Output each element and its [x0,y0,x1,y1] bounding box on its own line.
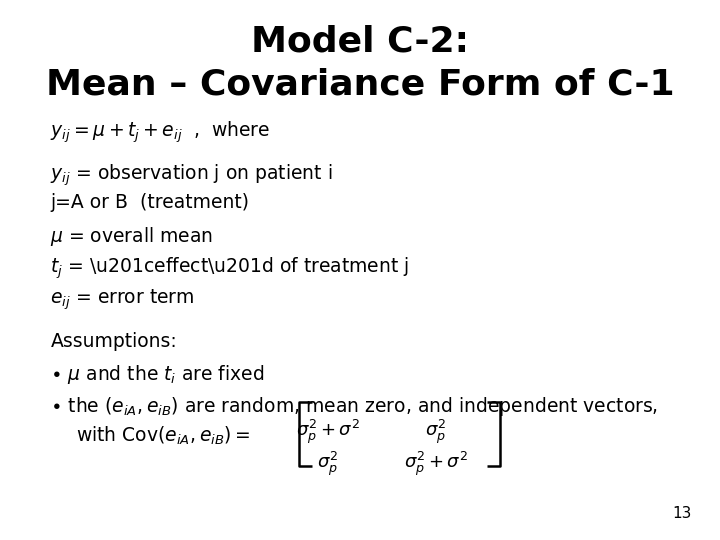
Text: $\sigma_p^2 + \sigma^2$: $\sigma_p^2 + \sigma^2$ [404,450,467,478]
Text: $t_j$ = \u201ceffect\u201d of treatment j: $t_j$ = \u201ceffect\u201d of treatment … [50,256,410,281]
Text: Model C-2:: Model C-2: [251,24,469,58]
Text: $y_{ij}$ = observation j on patient i: $y_{ij}$ = observation j on patient i [50,162,333,187]
Text: $\sigma_p^2 + \sigma^2$: $\sigma_p^2 + \sigma^2$ [296,417,359,446]
Text: $\bullet$ the $(e_{iA},e_{iB})$ are random, mean zero, and independent vectors,: $\bullet$ the $(e_{iA},e_{iB})$ are rand… [50,395,659,418]
Text: with $\mathrm{Cov}(e_{iA},e_{iB}) = $: with $\mathrm{Cov}(e_{iA},e_{iB}) = $ [76,425,250,447]
Text: Assumptions:: Assumptions: [50,332,177,351]
Text: j=A or B  (treatment): j=A or B (treatment) [50,193,249,212]
Text: $\bullet$ $\mu$ and the $t_i$ are fixed: $\bullet$ $\mu$ and the $t_i$ are fixed [50,363,265,387]
Text: $\sigma_p^2$: $\sigma_p^2$ [425,417,446,446]
Text: $\mu$ = overall mean: $\mu$ = overall mean [50,225,213,248]
Text: $\sigma_p^2$: $\sigma_p^2$ [317,450,338,478]
Text: 13: 13 [672,506,691,521]
Text: $e_{ij}$ = error term: $e_{ij}$ = error term [50,287,195,312]
Text: Mean – Covariance Form of C-1: Mean – Covariance Form of C-1 [45,68,675,102]
Text: $y_{ij} = \mu + t_j + e_{ij}$  ,  where: $y_{ij} = \mu + t_j + e_{ij}$ , where [50,120,271,145]
